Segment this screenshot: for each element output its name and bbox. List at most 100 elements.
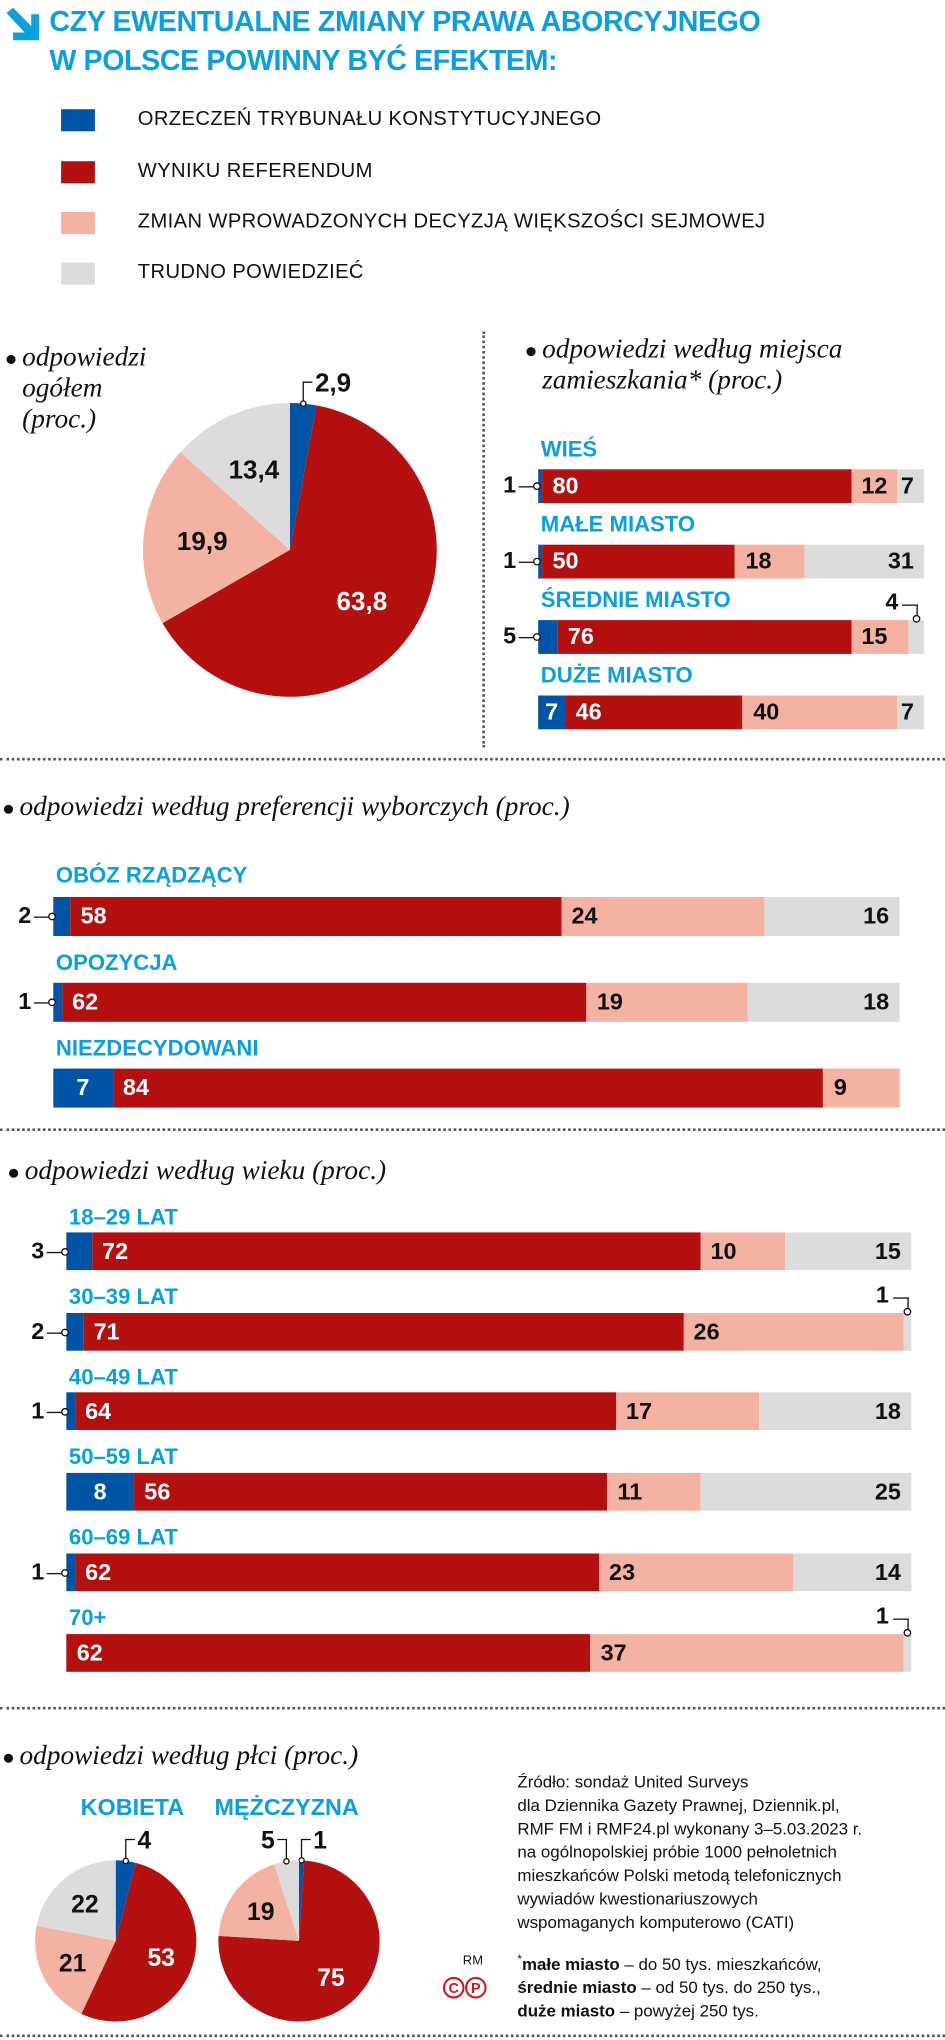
pie-slice-hard-to-say — [274, 1860, 299, 1941]
legend-swatch-sejm — [61, 211, 95, 234]
pie-slice-sejm — [218, 1864, 299, 1941]
value-label: 19 — [596, 988, 623, 1015]
value-label: 12 — [861, 472, 888, 499]
svg-text:P: P — [471, 1981, 481, 1997]
callout-dot — [533, 557, 541, 566]
note-term: duże miasto — [517, 2001, 616, 2021]
value-label-callout: 1 — [31, 1396, 45, 1423]
divider — [482, 331, 485, 748]
value-label-callout: 1 — [875, 1281, 889, 1308]
callout-line — [277, 1838, 288, 1862]
value-label: 46 — [575, 698, 602, 725]
value-label: 8 — [93, 1478, 107, 1505]
bar-segment-hard-to-say: 25 — [700, 1472, 912, 1511]
value-label: 23 — [609, 1558, 636, 1585]
bar-segment-tribunal: 7 — [538, 695, 566, 730]
bar-segment-tribunal — [53, 896, 71, 936]
pie-slice-tribunal — [299, 1860, 305, 1941]
men-pie-chart: 1 75 19 5 — [218, 1828, 380, 2022]
legend-swatch-hard-to-say — [61, 262, 95, 285]
category-label: 30–39 LAT — [68, 1284, 178, 1310]
callout-dot — [300, 400, 307, 407]
callout-dot — [533, 633, 541, 641]
pie-value-label: 2,9 — [315, 367, 351, 397]
value-label: 25 — [874, 1478, 901, 1505]
bar-segment-hard-to-say — [902, 1313, 912, 1351]
value-label: 50 — [552, 547, 579, 574]
value-label: 62 — [72, 988, 99, 1015]
bar-segment-hard-to-say: 31 — [804, 544, 925, 579]
pie-slice-sejm — [35, 1925, 116, 2014]
value-label: 62 — [85, 1558, 112, 1585]
residence-heading: odpowiedzi według miejsca zamieszkania* … — [526, 333, 842, 395]
arrow-down-right-icon — [6, 7, 39, 41]
value-label-callout: 1 — [31, 1558, 45, 1585]
callout-dot — [533, 482, 541, 491]
stacked-bar: 50 18 31 — [538, 544, 925, 579]
source-line: wspomaganych komputerowo (CATI) — [517, 1912, 795, 1932]
legend-label-hard-to-say: TRUDNO POWIEDZIEĆ — [137, 261, 364, 284]
pie-title-women: KOBIETA — [80, 1793, 185, 1820]
bar-segment-referendum: 84 — [112, 1068, 824, 1108]
pie-slice-referendum — [162, 405, 437, 697]
footnotes: *małe miasto – do 50 tys. mieszkańców, ś… — [517, 1947, 821, 2023]
bar-segment-sejm: 15 — [850, 620, 909, 654]
category-label: 50–59 LAT — [68, 1444, 178, 1469]
callout-line — [33, 916, 51, 918]
bar-segment-tribunal — [538, 620, 558, 654]
bar-segment-referendum: 62 — [74, 1553, 599, 1592]
value-label: 9 — [833, 1074, 847, 1101]
value-label: 56 — [144, 1478, 171, 1505]
bar-segment-referendum: 46 — [565, 695, 743, 730]
legend-swatch-tribunal — [61, 109, 95, 132]
pie-slice-sejm — [143, 452, 290, 624]
category-label: NIEZDECYDOWANI — [55, 1036, 259, 1061]
callout-dot — [61, 1407, 69, 1416]
note-desc: – do 50 tys. mieszkańców, — [619, 1954, 822, 1974]
bar-segment-hard-to-say: 16 — [764, 896, 900, 936]
source-line: Źródło: sondaż United Surveys — [517, 1771, 749, 1792]
source-line: dla Dziennika Gazety Prawnej, Dziennik.p… — [517, 1795, 840, 1815]
stacked-bar: 62 37 — [66, 1634, 912, 1672]
callout-line — [892, 1618, 909, 1633]
callout-line — [46, 1572, 64, 1574]
callout-dot — [298, 1857, 305, 1864]
bar-segment-referendum: 80 — [542, 469, 851, 504]
value-label: 14 — [874, 1558, 901, 1585]
category-label: 40–49 LAT — [68, 1365, 178, 1390]
women-pie-chart: 4 53 21 22 — [35, 1828, 197, 2022]
value-label: 7 — [76, 1074, 90, 1101]
source-line: na ogólnopolskiej próbie 1000 pełnoletni… — [517, 1842, 837, 1862]
pie-value-label: 53 — [147, 1945, 174, 1972]
bar-segment-referendum: 64 — [74, 1392, 616, 1430]
legend-label-tribunal: ORZECZEŃ TRYBUNAŁU KONSTYTUCYJNEGO — [137, 107, 602, 130]
bar-segment-referendum: 71 — [83, 1313, 684, 1351]
bar-segment-tribunal — [66, 1313, 84, 1351]
pie-value-label: 19 — [247, 1899, 274, 1926]
heading-line: odpowiedzi według preferencji wyborczych… — [19, 790, 570, 822]
bar-segment-hard-to-say — [908, 620, 925, 654]
callout-line — [902, 604, 918, 619]
stacked-bar: 80 12 7 — [538, 469, 925, 504]
bar-segment-sejm: 17 — [615, 1392, 760, 1430]
value-label-callout: 2 — [31, 1317, 45, 1344]
value-label: 15 — [861, 623, 888, 650]
divider — [0, 757, 945, 761]
pie-value-label: 19,9 — [177, 526, 228, 556]
stacked-bar: 7 84 9 — [53, 1068, 900, 1108]
gender-heading: odpowiedzi według płci (proc.) — [3, 1739, 358, 1771]
note-desc: – powyżej 250 tys. — [615, 2001, 759, 2021]
value-label: 37 — [600, 1639, 627, 1666]
callout-line — [518, 486, 536, 488]
legend-label-sejm: ZMIAN WPROWADZONYCH DECYZJĄ WIĘKSZOŚCI S… — [137, 210, 766, 233]
callout-dot — [61, 1568, 69, 1577]
source-note: Źródło: sondaż United Surveys dla Dzienn… — [517, 1771, 862, 1935]
pie-value-label: 63,8 — [337, 586, 388, 616]
stacked-bar: 62 19 18 — [53, 982, 900, 1022]
value-label: 80 — [552, 472, 579, 499]
value-label-callout: 1 — [503, 471, 517, 498]
note-desc: – od 50 tys. do 250 tys., — [636, 1977, 821, 1998]
age-heading: odpowiedzi według wieku (proc.) — [9, 1154, 386, 1186]
callout-line — [46, 1251, 64, 1253]
